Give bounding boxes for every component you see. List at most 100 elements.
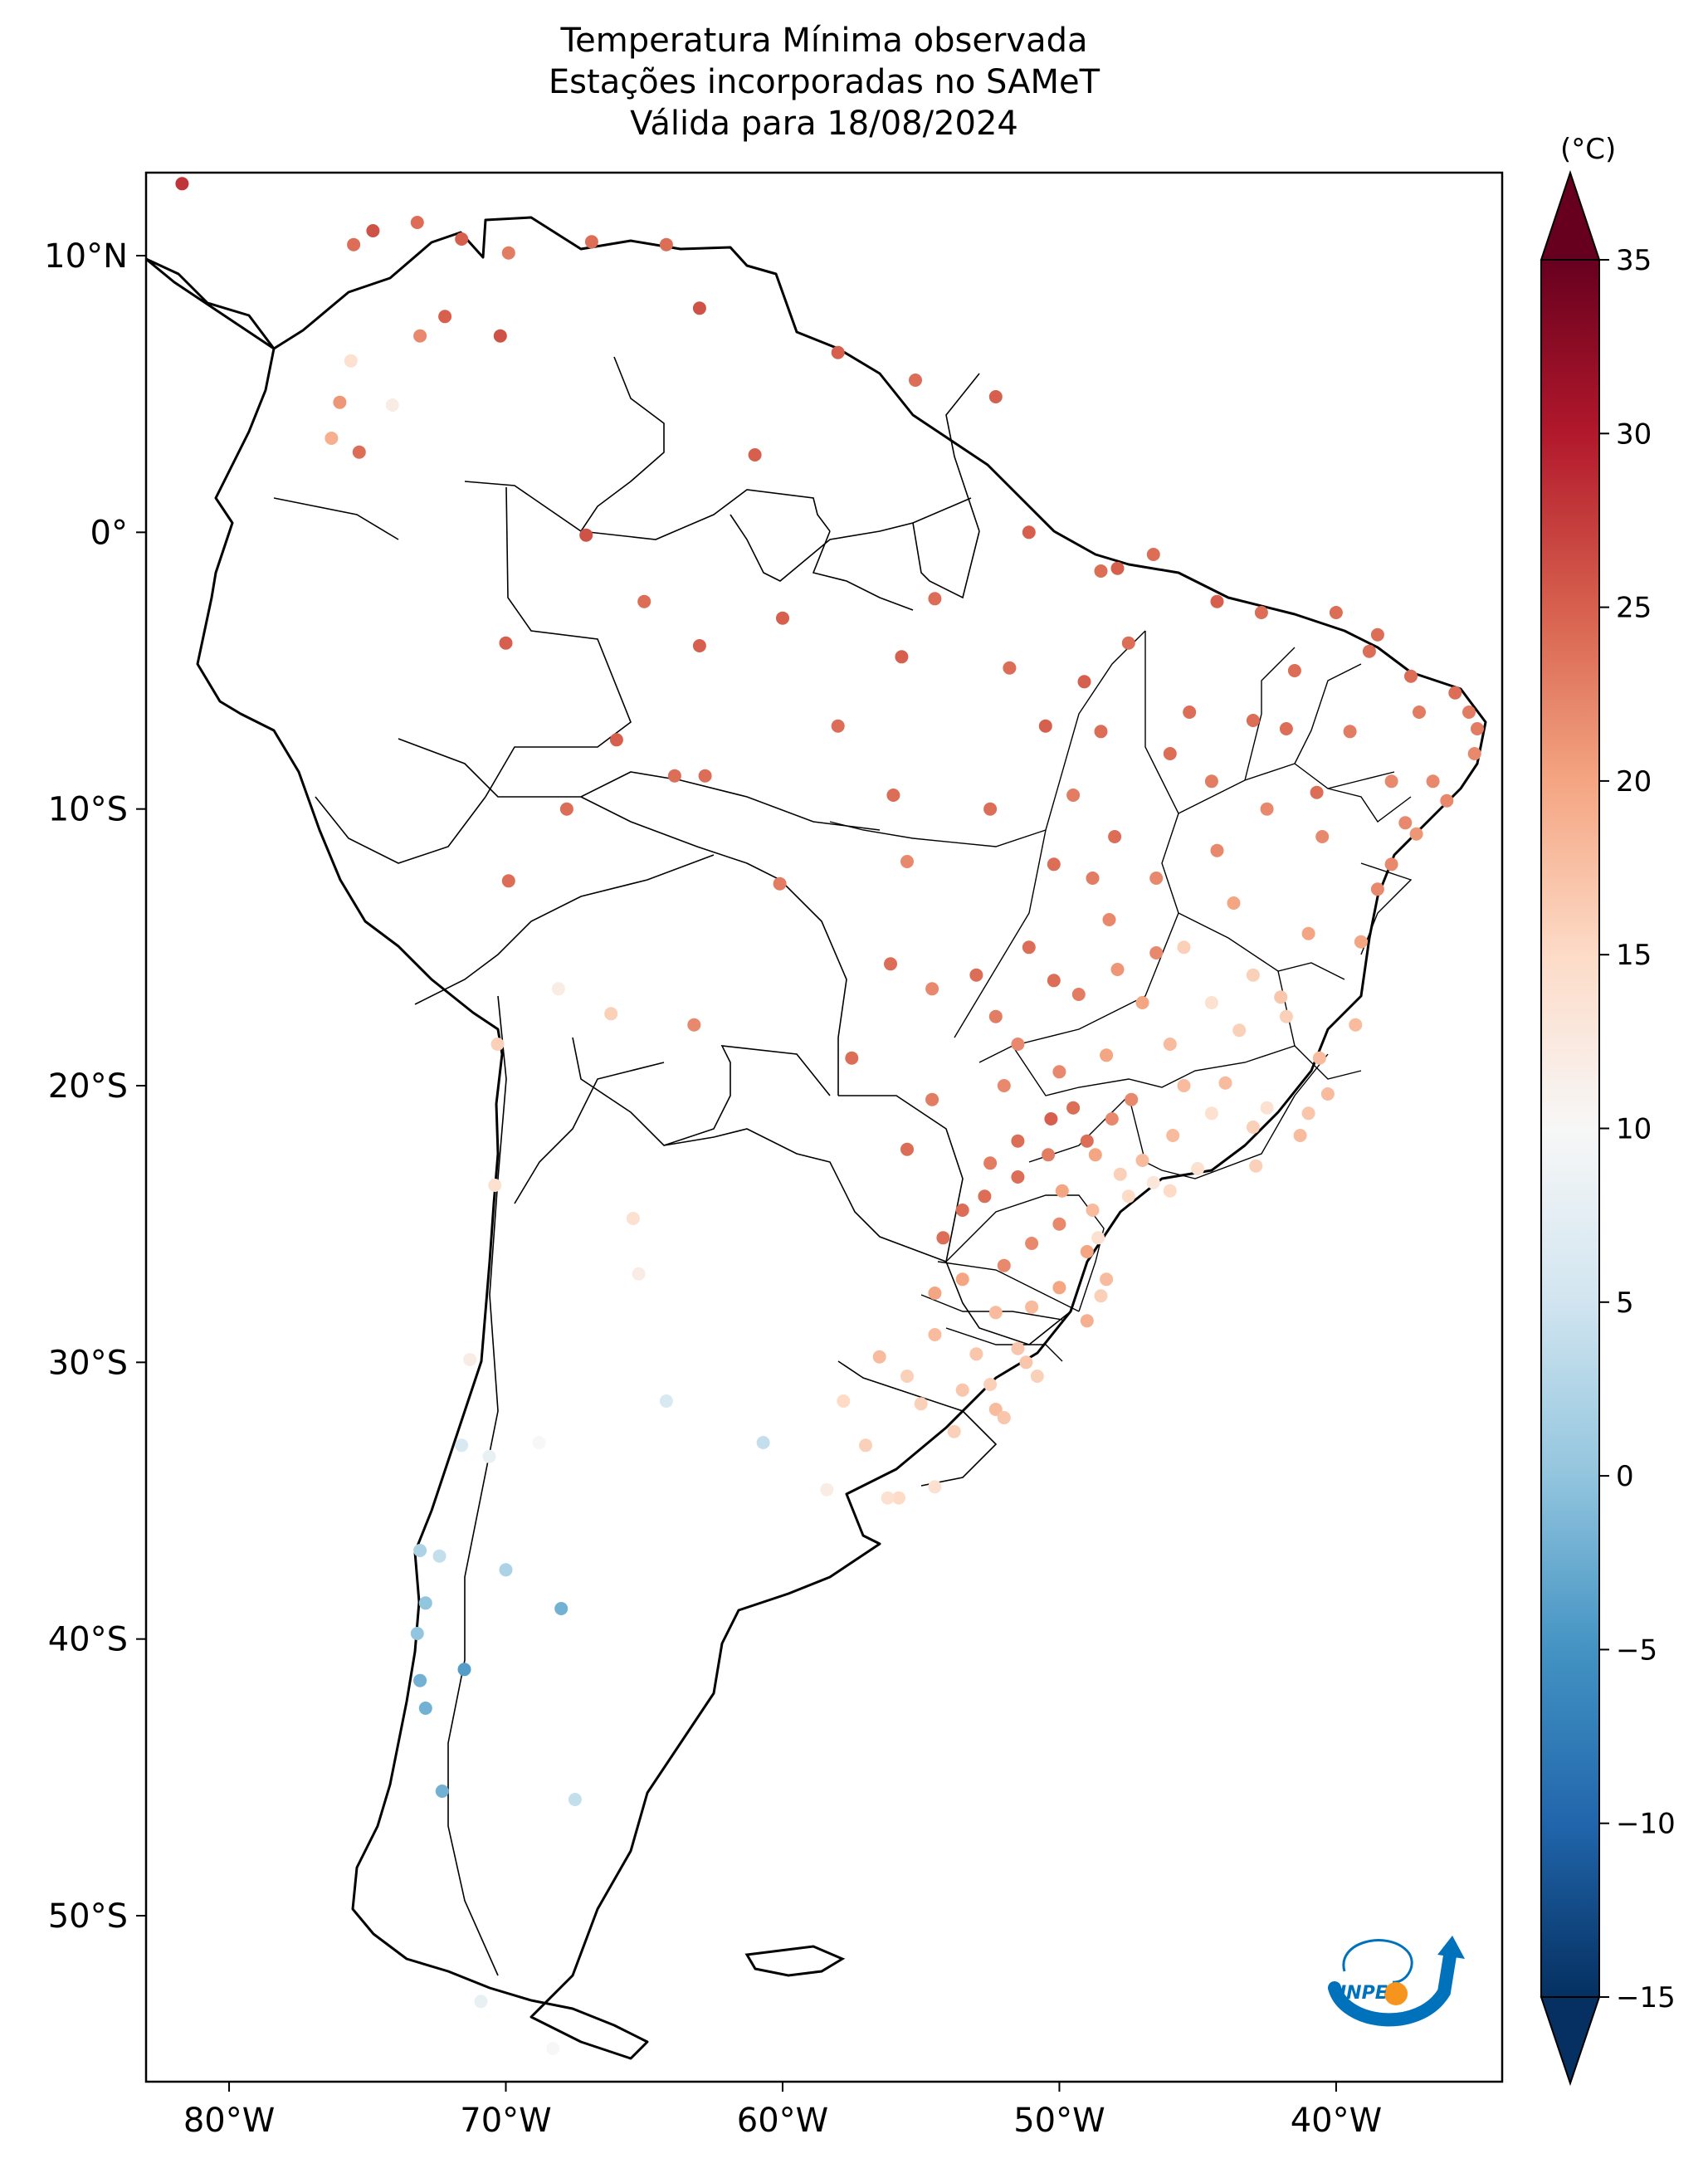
station-marker [1022, 940, 1036, 955]
station-marker [1218, 1076, 1232, 1090]
station-marker [1066, 1101, 1081, 1115]
station-marker [936, 1231, 950, 1245]
station-marker [692, 639, 706, 652]
station-marker [886, 789, 900, 802]
station-marker [1088, 1148, 1102, 1162]
station-marker [584, 235, 598, 249]
station-marker [1066, 789, 1081, 802]
station-marker [532, 1436, 546, 1449]
station-marker [1448, 686, 1462, 700]
station-marker [455, 232, 469, 246]
station-marker [900, 1142, 914, 1156]
station-marker [499, 636, 513, 650]
station-marker [1362, 644, 1376, 658]
station-marker [776, 611, 789, 625]
longitude-tick-label: 40°W [1291, 2102, 1382, 2140]
station-marker [756, 1436, 770, 1449]
station-marker [1349, 1018, 1363, 1032]
station-marker [1370, 627, 1384, 642]
station-marker [604, 1007, 618, 1021]
station-marker [872, 1350, 886, 1364]
latitude-ticks: 10°N 0° 10°S 20°S 30°S 40°S 50°S [44, 237, 146, 1936]
station-marker [1310, 785, 1324, 799]
station-marker [1413, 706, 1426, 719]
inpe-logo: INPE [1328, 1926, 1469, 2034]
station-marker [1370, 882, 1384, 896]
station-marker [1293, 1129, 1307, 1142]
station-marker [895, 650, 909, 664]
station-marker [1011, 1341, 1025, 1355]
station-marker [1183, 706, 1197, 719]
station-marker [1246, 968, 1260, 982]
title-line-2: Estações incorporadas no SAMeT [548, 63, 1100, 101]
station-marker [1094, 564, 1108, 578]
station-marker [928, 1480, 942, 1494]
station-marker [687, 1018, 701, 1032]
station-marker [352, 445, 366, 459]
station-marker [1426, 774, 1440, 789]
station-marker [1287, 664, 1301, 677]
title-line-3: Válida para 18/08/2024 [630, 105, 1018, 143]
station-marker [457, 1663, 471, 1677]
station-marker [1011, 1170, 1025, 1184]
station-marker [413, 1544, 427, 1557]
station-marker [1094, 725, 1108, 739]
station-marker [659, 237, 673, 251]
station-marker [474, 1995, 488, 2009]
station-marker [1354, 935, 1368, 949]
station-marker [1384, 774, 1398, 789]
colorbar-extend-top [1540, 169, 1601, 261]
station-marker [559, 802, 573, 816]
station-marker [1320, 1087, 1335, 1101]
station-marker [892, 1491, 905, 1505]
station-marker [410, 1627, 424, 1640]
station-marker [1260, 802, 1274, 816]
station-marker [988, 390, 1003, 403]
station-marker [997, 1079, 1011, 1092]
station-marker [632, 1267, 646, 1281]
station-marker [1071, 988, 1086, 1001]
longitude-tick-label: 70°W [460, 2102, 551, 2140]
map-title: Temperatura Mínima observada Estações in… [146, 20, 1502, 144]
state-borders [829, 630, 1413, 1362]
station-marker [1204, 1106, 1218, 1121]
station-marker [1210, 843, 1224, 857]
station-marker [1135, 1154, 1149, 1167]
station-marker [859, 1438, 872, 1453]
station-marker [831, 345, 845, 359]
colorbar: 35 30 25 20 15 10 5 0 −5 −10 −15 [1540, 169, 1676, 2087]
station-marker [1077, 675, 1091, 689]
station-marker [568, 1793, 582, 1806]
station-marker [988, 1306, 1003, 1320]
station-marker [1086, 1204, 1100, 1217]
station-marker [488, 1179, 502, 1192]
station-marker [837, 1394, 851, 1408]
station-marker [1022, 525, 1036, 540]
station-marker [659, 1394, 673, 1408]
station-marker [983, 1378, 998, 1391]
station-marker [413, 329, 427, 343]
station-marker [490, 1038, 505, 1051]
station-marker [983, 1156, 998, 1170]
station-marker [988, 1403, 1003, 1416]
station-marker [1080, 1245, 1094, 1258]
station-marker [881, 1491, 895, 1505]
station-marker [900, 855, 914, 868]
latitude-tick-label: 20°S [48, 1067, 128, 1106]
station-marker [1091, 1231, 1105, 1245]
station-marker [344, 354, 358, 368]
colorbar-tick-label: 35 [1616, 244, 1652, 277]
station-marker [925, 1092, 939, 1106]
station-marker [501, 246, 515, 260]
station-marker [1398, 816, 1413, 830]
station-marker [455, 1438, 469, 1453]
station-marker [1047, 857, 1061, 872]
station-marker [773, 877, 787, 891]
station-marker [609, 733, 623, 747]
station-marker [366, 224, 380, 237]
station-marker [1249, 1159, 1263, 1173]
station-marker [1149, 946, 1164, 960]
colorbar-ticks: 35 30 25 20 15 10 5 0 −5 −10 −15 [1599, 244, 1676, 2014]
station-marker [1254, 606, 1268, 619]
station-marker [1301, 926, 1315, 940]
